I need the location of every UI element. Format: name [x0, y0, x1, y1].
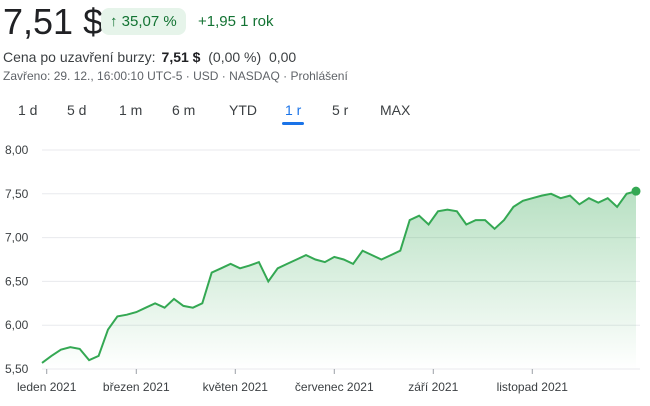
y-tick-label: 8,00: [5, 143, 29, 157]
tab-6m[interactable]: 6 m: [172, 102, 196, 118]
current-price: 7,51 $: [3, 1, 104, 42]
x-tick-label: červenec 2021: [295, 380, 374, 394]
y-tick-label: 7,00: [5, 231, 29, 245]
x-tick-label: květen 2021: [203, 380, 269, 394]
change-percent-badge: ↑ 35,07 %: [101, 8, 186, 35]
y-tick-label: 5,50: [5, 362, 29, 376]
tab-1d[interactable]: 1 d: [18, 102, 38, 118]
after-hours-price: 7,51 $: [161, 49, 201, 65]
x-tick-label: listopad 2021: [497, 380, 569, 394]
tab-1m[interactable]: 1 m: [119, 102, 143, 118]
tab-1r[interactable]: 1 r: [281, 102, 305, 125]
after-hours-abs: 0,00: [268, 49, 297, 65]
x-tick-label: září 2021: [408, 380, 458, 394]
tab-ytd[interactable]: YTD: [229, 102, 257, 118]
x-tick-label: leden 2021: [17, 380, 77, 394]
price-line: [41, 190, 637, 364]
y-tick-label: 7,50: [5, 187, 29, 201]
after-hours: Cena po uzavření burzy: 7,51 $ (0,00 %) 0…: [3, 49, 296, 65]
tab-5r[interactable]: 5 r: [332, 102, 349, 118]
change-absolute: +1,95 1 rok: [198, 13, 274, 30]
closed-info: Zavřeno: 29. 12., 16:00:10 UTC-5 · USD ·…: [3, 69, 348, 83]
y-tick-label: 6,00: [5, 318, 29, 332]
x-tick-label: březen 2021: [103, 380, 170, 394]
after-hours-pct: (0,00 %): [208, 49, 262, 65]
area-fill: [42, 191, 636, 369]
y-tick-label: 6,50: [5, 274, 29, 288]
after-hours-label: Cena po uzavření burzy:: [3, 49, 156, 65]
tab-5d[interactable]: 5 d: [67, 102, 87, 118]
last-point-marker: [631, 186, 641, 196]
tab-max[interactable]: MAX: [380, 102, 411, 118]
